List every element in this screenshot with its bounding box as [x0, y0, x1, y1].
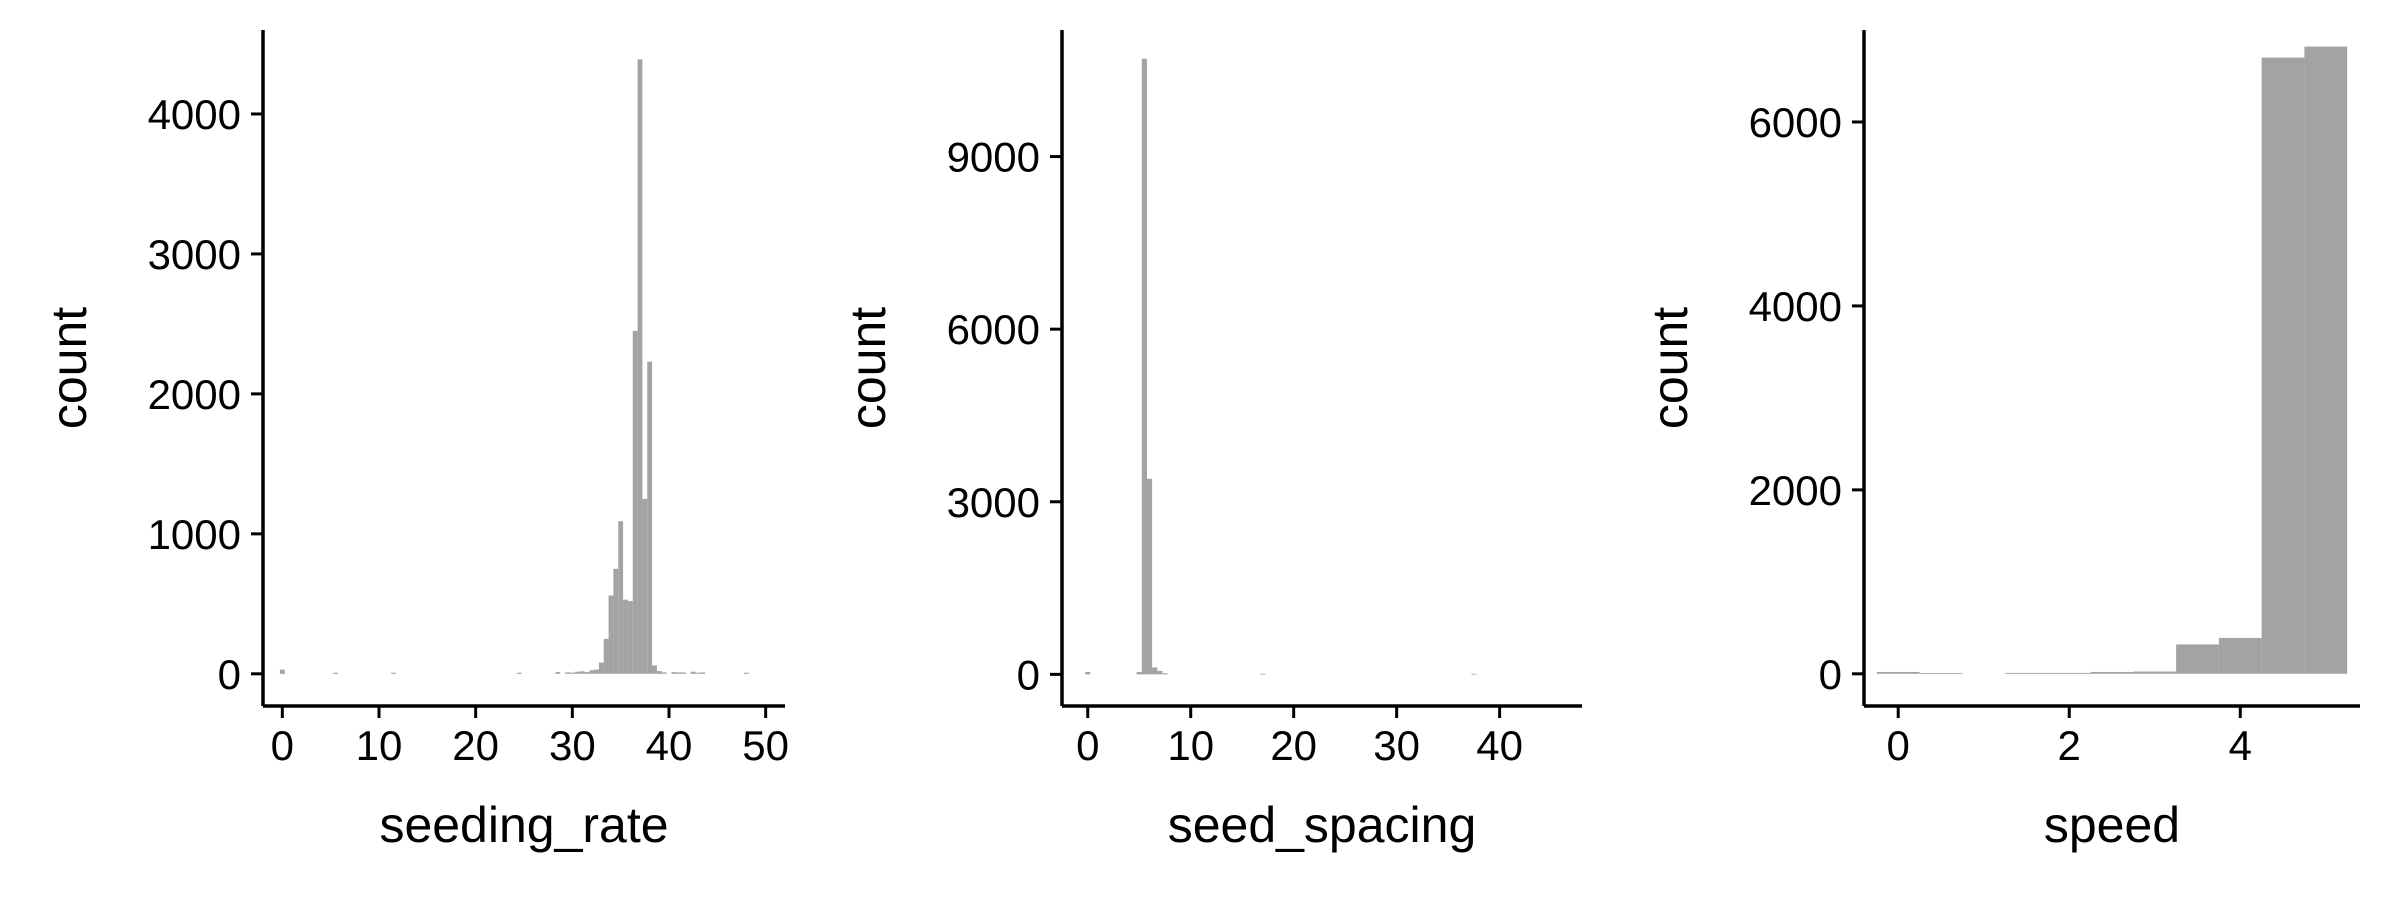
- x-axis-title: seeding_rate: [379, 797, 668, 853]
- histogram-bar: [1141, 58, 1147, 675]
- histogram-bar: [1919, 673, 1963, 674]
- histogram-bar: [627, 601, 633, 674]
- histogram-bar: [681, 672, 686, 674]
- histogram-bar: [743, 672, 749, 674]
- y-axis-title: count: [840, 307, 896, 429]
- histogram-bar: [676, 672, 682, 674]
- x-tick-label: 20: [1270, 722, 1317, 769]
- histogram-bar: [1876, 671, 1920, 674]
- histogram-bar: [391, 672, 396, 674]
- histogram-bar: [700, 672, 706, 674]
- x-tick-label: 30: [1373, 722, 1420, 769]
- histogram-bar: [1136, 672, 1142, 675]
- histogram-bar: [516, 672, 522, 674]
- x-axis-title: seed_spacing: [1168, 797, 1477, 853]
- histogram-bar: [1162, 673, 1168, 675]
- histogram-bar: [608, 595, 614, 674]
- histogram-bar: [695, 672, 701, 674]
- histogram-bar: [2176, 644, 2219, 674]
- histogram-bar: [603, 638, 609, 674]
- histogram-bar: [613, 568, 619, 674]
- histogram-bar: [2261, 57, 2305, 674]
- histogram-bar: [574, 671, 580, 674]
- histogram-bar: [647, 361, 653, 674]
- y-tick-label: 3000: [148, 231, 241, 278]
- y-tick-label: 0: [218, 651, 241, 698]
- histogram-bar: [2005, 672, 2048, 674]
- histogram-bar: [584, 672, 590, 674]
- histogram-panel-speed: 0 2 4 0 2000 4000 6000 speed count: [1642, 30, 2360, 853]
- y-tick-label: 4000: [148, 91, 241, 138]
- histogram-bar: [565, 672, 570, 674]
- histogram-bar: [1260, 673, 1266, 675]
- histogram-bar: [2090, 671, 2134, 674]
- y-tick-label: 2000: [148, 371, 241, 418]
- x-tick-label: 0: [1887, 722, 1910, 769]
- x-tick-label: 40: [646, 722, 693, 769]
- histogram-bar: [656, 671, 662, 674]
- histogram-bar: [555, 672, 561, 674]
- x-tick-label: 10: [1167, 722, 1214, 769]
- histogram-bar: [618, 521, 624, 674]
- x-tick-label: 4: [2229, 722, 2252, 769]
- histogram-bar: [333, 672, 338, 674]
- histogram-bar: [623, 599, 628, 674]
- y-tick-label: 1000: [148, 511, 241, 558]
- y-tick-label: 6000: [947, 306, 1040, 353]
- histogram-bar: [2304, 46, 2348, 674]
- histogram-bar: [594, 669, 599, 674]
- y-axis-title: count: [41, 307, 97, 429]
- histogram-bar: [637, 59, 643, 674]
- y-axis-title: count: [1642, 307, 1698, 429]
- x-tick-label: 40: [1476, 722, 1523, 769]
- histogram-bar: [642, 498, 648, 674]
- x-tick-label: 0: [271, 722, 294, 769]
- histogram-bar: [598, 662, 604, 674]
- histogram-bar: [1085, 672, 1091, 675]
- x-tick-label: 0: [1076, 722, 1099, 769]
- histogram-bar: [652, 665, 657, 674]
- x-tick-label: 20: [452, 722, 499, 769]
- histogram-bar: [632, 330, 638, 674]
- histogram-bar: [279, 669, 285, 674]
- histogram-bar: [1157, 670, 1163, 675]
- y-tick-label: 9000: [947, 134, 1040, 181]
- histogram-bar: [1471, 673, 1477, 675]
- histogram-bar: [1146, 478, 1153, 675]
- y-tick-label: 2000: [1749, 467, 1842, 514]
- histogram-bar: [661, 672, 667, 674]
- histogram-bar: [2047, 672, 2091, 674]
- histogram-bar: [671, 672, 677, 674]
- y-tick-label: 3000: [947, 479, 1040, 526]
- histogram-bar: [1152, 667, 1158, 675]
- y-tick-label: 0: [1819, 651, 1842, 698]
- histogram-bar: [569, 672, 575, 674]
- x-tick-label: 50: [742, 722, 789, 769]
- histogram-panel-seeding-rate: 0 10 20 30 40 50 0 1000 2000 3000 4000 seeding_rate…: [41, 30, 789, 853]
- x-tick-label: 2: [2058, 722, 2081, 769]
- histogram-bar: [2133, 671, 2177, 674]
- y-tick-label: 4000: [1749, 283, 1842, 330]
- x-axis-title: speed: [2044, 797, 2180, 853]
- histogram-bar: [690, 671, 696, 674]
- y-tick-label: 0: [1017, 651, 1040, 698]
- y-tick-label: 6000: [1749, 99, 1842, 146]
- histogram-bar: [589, 670, 595, 674]
- histogram-bar: [579, 671, 585, 674]
- x-tick-label: 10: [356, 722, 403, 769]
- histogram-bar: [2218, 637, 2262, 674]
- histogram-panel-seed-spacing: 0 10 20 30 40 0 3000 6000 9000 seed_spacing count: [840, 30, 1582, 853]
- x-tick-label: 30: [549, 722, 596, 769]
